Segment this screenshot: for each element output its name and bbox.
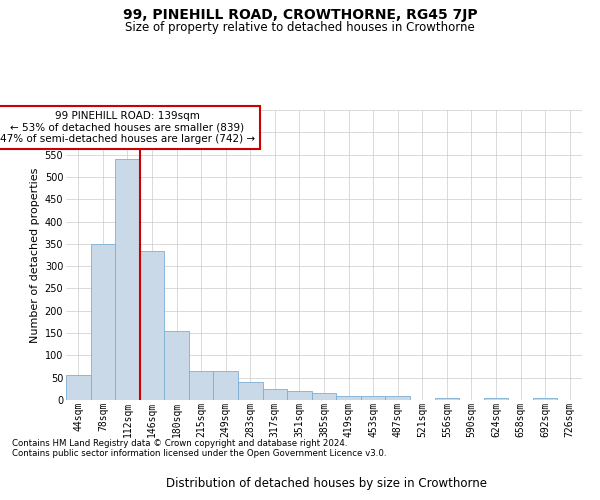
Text: Distribution of detached houses by size in Crowthorne: Distribution of detached houses by size … [167,477,487,490]
Bar [66,376,91,400]
Bar [533,398,557,400]
Bar [312,394,336,400]
Text: Contains HM Land Registry data © Crown copyright and database right 2024.: Contains HM Land Registry data © Crown c… [12,438,347,448]
Bar [91,244,115,400]
Bar [140,250,164,400]
Text: Contains public sector information licensed under the Open Government Licence v3: Contains public sector information licen… [12,450,386,458]
Bar [287,391,312,400]
Bar [238,382,263,400]
Text: 99, PINEHILL ROAD, CROWTHORNE, RG45 7JP: 99, PINEHILL ROAD, CROWTHORNE, RG45 7JP [122,8,478,22]
Bar [164,331,189,400]
Text: 99 PINEHILL ROAD: 139sqm
← 53% of detached houses are smaller (839)
47% of semi-: 99 PINEHILL ROAD: 139sqm ← 53% of detach… [0,111,255,144]
Bar [214,371,238,400]
Bar [484,398,508,400]
Bar [434,398,459,400]
Bar [361,396,385,400]
Y-axis label: Number of detached properties: Number of detached properties [31,168,40,342]
Bar [189,371,214,400]
Bar [263,389,287,400]
Bar [336,396,361,400]
Bar [385,396,410,400]
Text: Size of property relative to detached houses in Crowthorne: Size of property relative to detached ho… [125,21,475,34]
Bar [115,159,140,400]
